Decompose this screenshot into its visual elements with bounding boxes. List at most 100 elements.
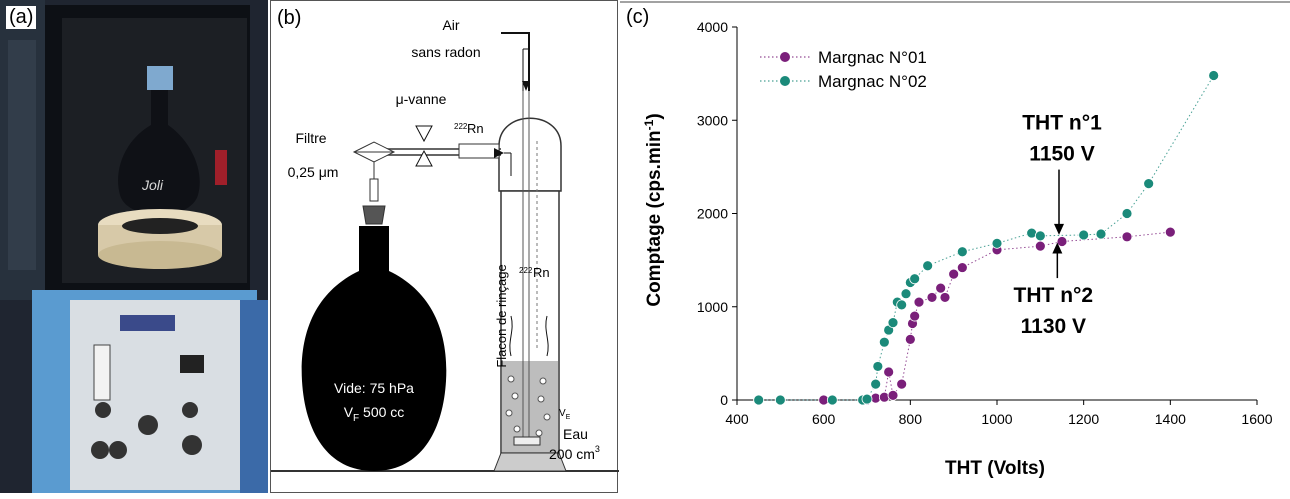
annotation-arrowhead <box>1052 242 1063 254</box>
data-point-2 <box>887 317 899 329</box>
data-point-1 <box>887 389 899 401</box>
data-point-1 <box>1056 236 1068 247</box>
rn-flow-arrow <box>494 148 504 158</box>
ve-label: VE <box>559 408 571 421</box>
vanne-label: μ-vanne <box>396 91 447 107</box>
data-point-1 <box>956 262 968 273</box>
data-point-2 <box>1034 230 1046 242</box>
air-label-1: Air <box>442 17 459 33</box>
data-point-1 <box>948 268 960 280</box>
data-point-2 <box>1208 70 1220 81</box>
series-line-1 <box>758 231 1171 401</box>
eau-label-1: Eau <box>563 426 588 442</box>
data-point-1 <box>926 292 938 303</box>
svg-text:Joli: Joli <box>141 177 164 193</box>
data-point-1 <box>1034 240 1046 252</box>
legend-label: Margnac N°02 <box>818 72 927 91</box>
x-tick-label: 1000 <box>981 411 1012 427</box>
data-point-2 <box>753 394 765 406</box>
data-point-2 <box>956 246 968 258</box>
y-axis-label: Comptage (cps.min-1) <box>642 113 665 306</box>
y-tick-label: 2000 <box>697 206 728 222</box>
rn-flask-sup: 222 <box>519 266 533 275</box>
annotation-title: THT n°1 <box>1022 112 1102 135</box>
x-tick-label: 800 <box>899 411 923 427</box>
filter-label-2: 0,25 μm <box>288 164 339 180</box>
data-point-1 <box>878 391 890 403</box>
x-axis-label: THT (Volts) <box>945 458 1045 479</box>
bubbles <box>505 375 551 437</box>
flask-head <box>498 117 562 192</box>
rn-pipe-sup: 222 <box>454 122 468 131</box>
data-point-1 <box>883 366 895 378</box>
x-tick-label: 400 <box>725 411 749 427</box>
data-point-2 <box>826 394 838 406</box>
vacuum-bottle <box>301 226 447 471</box>
air-flow-arrow <box>522 81 530 91</box>
data-point-2 <box>861 393 873 405</box>
data-point-2 <box>1078 229 1090 241</box>
legend-marker <box>780 52 790 62</box>
data-point-2 <box>1095 228 1107 240</box>
data-point-2 <box>878 336 890 348</box>
flask-base <box>493 452 567 472</box>
data-point-2 <box>991 237 1003 249</box>
x-tick-label: 1200 <box>1068 411 1099 427</box>
vide-label-1: Vide: 75 hPa <box>334 380 414 396</box>
axes: 400 600 800 1000 1200 1400 1600 0 1000 2000 3000 40… <box>697 19 1273 427</box>
annotation-title: THT n°2 <box>1014 284 1094 307</box>
thr-count-chart: 400 600 800 1000 1200 1400 1600 0 1000 2000 3000 40… <box>620 1 1290 479</box>
x-tick-label: 600 <box>812 411 836 427</box>
flask-label: Flacon de rinçage <box>494 264 509 367</box>
data-points <box>753 70 1220 406</box>
legend-label: Margnac N°01 <box>818 48 927 67</box>
radon-device-photo: Joli <box>0 0 268 493</box>
data-point-2 <box>870 378 882 390</box>
series-lines <box>758 75 1215 401</box>
panel-c-label: (c) <box>626 6 650 28</box>
data-point-2 <box>1121 208 1133 219</box>
series-line-2 <box>758 75 1215 401</box>
valve-icon <box>415 125 433 143</box>
photo-panel: Joli (a) <box>0 0 268 493</box>
data-point-1 <box>935 282 947 294</box>
y-tick-label: 4000 <box>697 19 728 35</box>
annotation-value: 1150 V <box>1029 143 1094 166</box>
air-label-2: sans radon <box>411 44 480 60</box>
data-point-1 <box>1121 231 1133 243</box>
annotations: THT n°1 1150 V THT n°2 1130 V <box>1014 112 1103 339</box>
data-point-2 <box>872 361 884 372</box>
filter-label-1: Filtre <box>295 130 326 146</box>
data-point-2 <box>900 288 912 300</box>
bottle-stopper <box>362 205 386 225</box>
data-point-2 <box>909 273 921 285</box>
annotation-value: 1130 V <box>1021 315 1086 338</box>
y-tick-label: 0 <box>720 392 728 408</box>
rn-pipe: Rn <box>467 121 484 136</box>
annotation-arrowhead <box>1054 223 1064 235</box>
data-point-1 <box>896 378 908 390</box>
schematic-panel: (b) Air sans radon Flacon de rinçage 222… <box>270 0 619 493</box>
data-point-2 <box>896 299 908 311</box>
x-tick-label: 1400 <box>1155 411 1186 427</box>
data-point-1 <box>939 292 951 303</box>
panel-b-label: (b) <box>277 7 302 29</box>
data-point-1 <box>904 333 916 345</box>
data-point-2 <box>774 394 786 406</box>
rinsing-schematic: Air sans radon Flacon de rinçage 222 Rn … <box>271 17 619 472</box>
panel-a-label: (a) <box>6 6 37 29</box>
data-point-1 <box>909 310 921 322</box>
eau-label-2: 200 cm3 <box>549 444 600 462</box>
chart-panel: (c) 400 600 800 1000 1200 1400 1600 0 1000 2000 30… <box>620 0 1290 493</box>
y-tick-label: 1000 <box>697 299 728 315</box>
data-point-1 <box>1164 226 1176 238</box>
legend: Margnac N°01 Margnac N°02 <box>760 48 927 91</box>
x-tick-label: 1600 <box>1241 411 1272 427</box>
rn-flask: Rn <box>533 265 550 280</box>
data-point-1 <box>913 296 925 308</box>
data-point-2 <box>1143 178 1155 190</box>
legend-marker <box>780 76 790 86</box>
data-point-2 <box>922 260 934 272</box>
y-tick-label: 3000 <box>697 112 728 128</box>
vide-label-2: VF 500 cc <box>344 404 405 424</box>
